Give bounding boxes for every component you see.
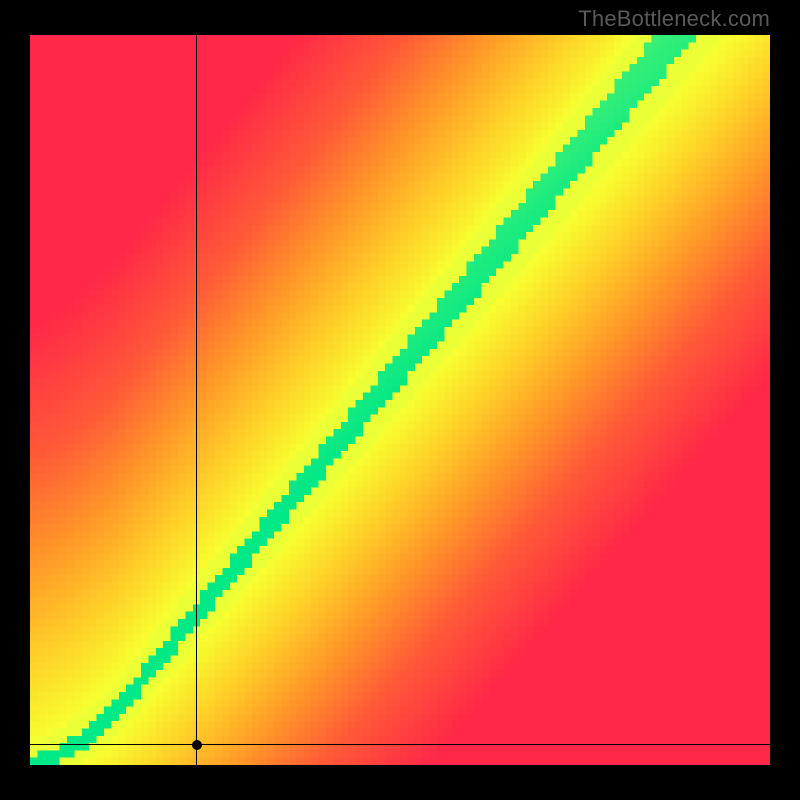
- heatmap-plot-area: [30, 35, 770, 765]
- crosshair-marker-dot: [192, 740, 202, 750]
- heatmap-canvas: [30, 35, 770, 765]
- crosshair-horizontal-line: [30, 744, 770, 745]
- crosshair-vertical-line: [196, 35, 197, 765]
- watermark-text: TheBottleneck.com: [578, 6, 770, 32]
